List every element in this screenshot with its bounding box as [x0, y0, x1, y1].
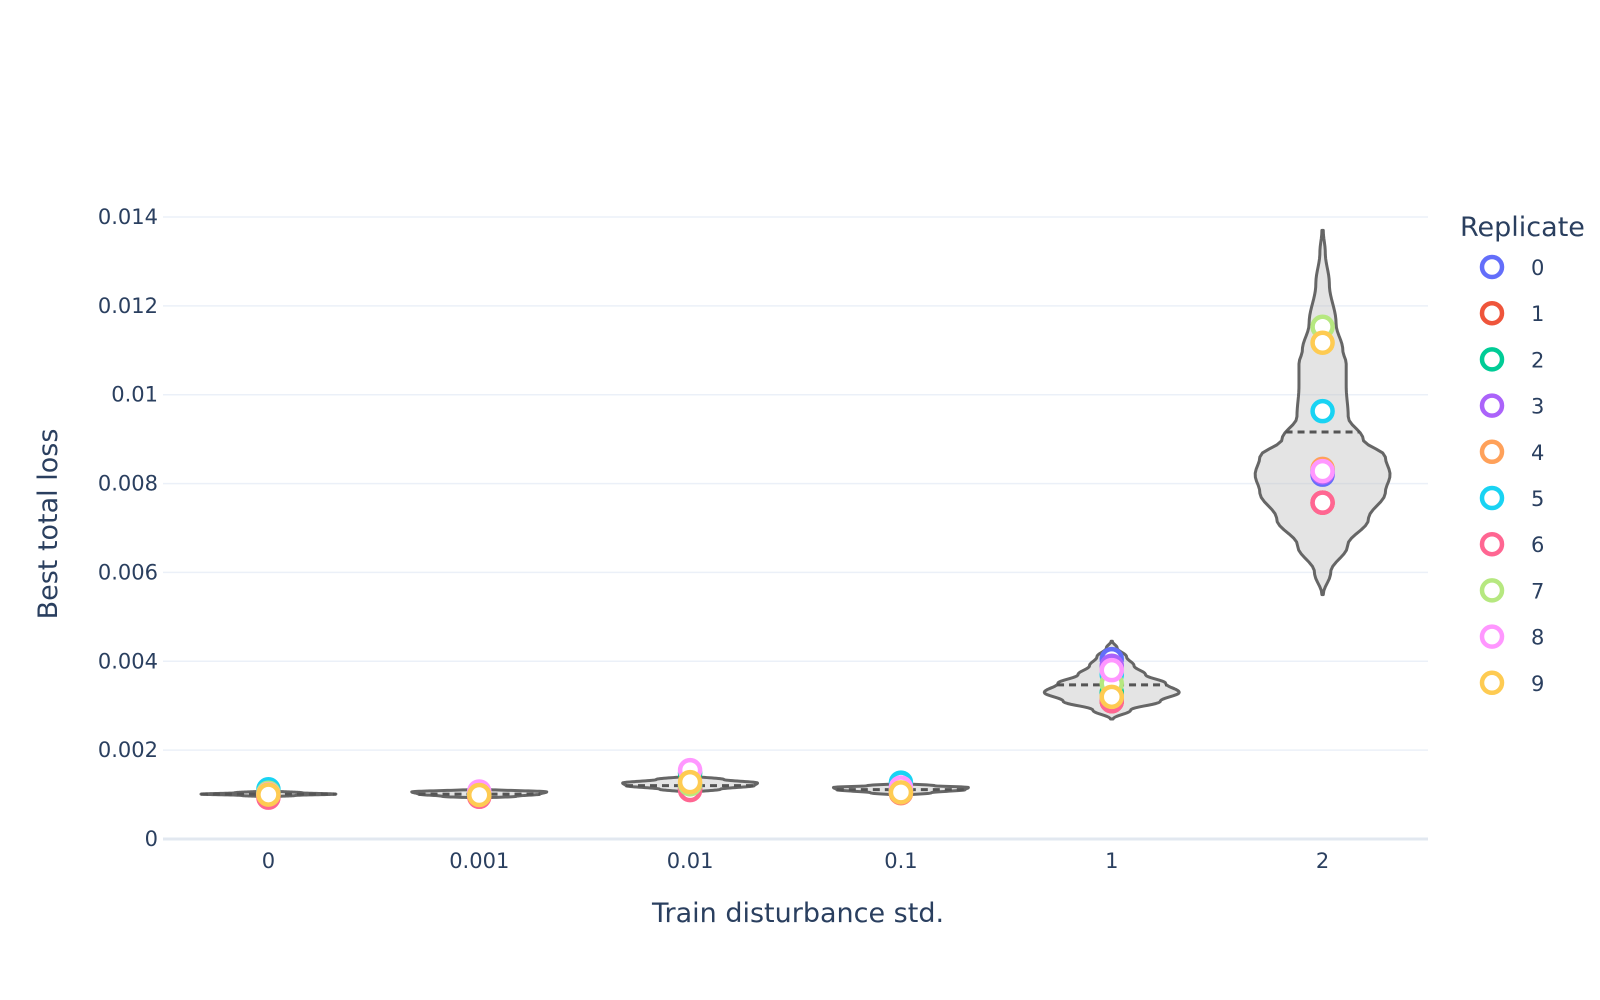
- legend-item-3[interactable]: 3: [1479, 393, 1544, 419]
- legend-label: 8: [1531, 626, 1544, 650]
- legend-marker: [1479, 347, 1505, 372]
- legend-item-8[interactable]: 8: [1479, 624, 1544, 650]
- legend-marker: [1479, 393, 1505, 418]
- x-tick-label: 2: [1316, 849, 1329, 873]
- y-tick-label: 0.014: [98, 205, 158, 229]
- x-axis-title: Train disturbance std.: [651, 898, 944, 929]
- replicate-5-point[interactable]: [1310, 398, 1335, 424]
- legend-item-1[interactable]: 1: [1479, 300, 1544, 326]
- legend-item-5[interactable]: 5: [1479, 485, 1544, 511]
- x-tick-label: 0.001: [449, 849, 509, 873]
- legend-label: 4: [1531, 441, 1544, 465]
- legend-marker: [1479, 254, 1505, 280]
- legend-title: Replicate: [1460, 212, 1585, 243]
- legend-marker: [1479, 578, 1505, 603]
- legend-label: 7: [1531, 579, 1544, 603]
- legend-label: 0: [1531, 256, 1544, 280]
- legend-marker: [1479, 439, 1505, 465]
- legend-marker: [1479, 624, 1505, 649]
- replicate-8-point[interactable]: [1099, 657, 1124, 683]
- gridlines: [163, 216, 1428, 841]
- legend-item-7[interactable]: 7: [1479, 578, 1544, 603]
- legend-marker: [1479, 670, 1505, 696]
- legend-item-2[interactable]: 2: [1479, 347, 1544, 372]
- legend-item-0[interactable]: 0: [1479, 254, 1544, 280]
- y-tick-label: 0.008: [98, 472, 158, 496]
- legend-label: 5: [1531, 487, 1544, 511]
- legend-item-9[interactable]: 9: [1479, 670, 1544, 696]
- legend-item-4[interactable]: 4: [1479, 439, 1544, 465]
- replicate-9-point[interactable]: [888, 780, 914, 805]
- replicate-6-point[interactable]: [1310, 490, 1335, 515]
- replicate-9-point[interactable]: [677, 769, 703, 795]
- legend-label: 6: [1531, 533, 1544, 557]
- replicate-9-point[interactable]: [1099, 684, 1124, 710]
- legend-marker: [1479, 531, 1505, 557]
- y-tick-label: 0.004: [98, 649, 158, 673]
- y-axis-title: Best total loss: [33, 429, 64, 620]
- legend-label: 9: [1531, 672, 1544, 696]
- legend-marker: [1479, 485, 1505, 511]
- y-tick-label: 0.006: [98, 560, 158, 584]
- replicate-points: [256, 314, 1335, 810]
- x-tick-label: 0.01: [667, 849, 714, 873]
- x-tick-label: 0: [262, 849, 275, 873]
- x-axis-ticks: 0 0.001 0.01 0.1 1 2: [262, 849, 1330, 873]
- legend-label: 3: [1531, 395, 1544, 419]
- legend-item-6[interactable]: 6: [1479, 531, 1544, 557]
- x-tick-label: 0.1: [884, 849, 917, 873]
- y-tick-label: 0.01: [111, 383, 158, 407]
- violins: [199, 228, 1392, 800]
- legend-marker: [1479, 300, 1505, 326]
- replicate-9-point[interactable]: [467, 782, 492, 808]
- legend[interactable]: Replicate 0 1 2 3 4 5 6 7 8 9: [1460, 212, 1585, 696]
- y-tick-label: 0.012: [98, 294, 158, 318]
- y-axis-ticks: 0 0.002 0.004 0.006 0.008 0.01 0.012 0.014: [98, 205, 158, 851]
- legend-label: 2: [1531, 348, 1544, 372]
- replicate-8-point[interactable]: [1310, 458, 1335, 484]
- y-tick-label: 0: [145, 827, 158, 851]
- x-tick-label: 1: [1105, 849, 1118, 873]
- replicate-9-point[interactable]: [1310, 330, 1335, 355]
- replicate-9-point[interactable]: [256, 782, 281, 807]
- y-tick-label: 0.002: [98, 738, 158, 762]
- legend-label: 1: [1531, 302, 1544, 326]
